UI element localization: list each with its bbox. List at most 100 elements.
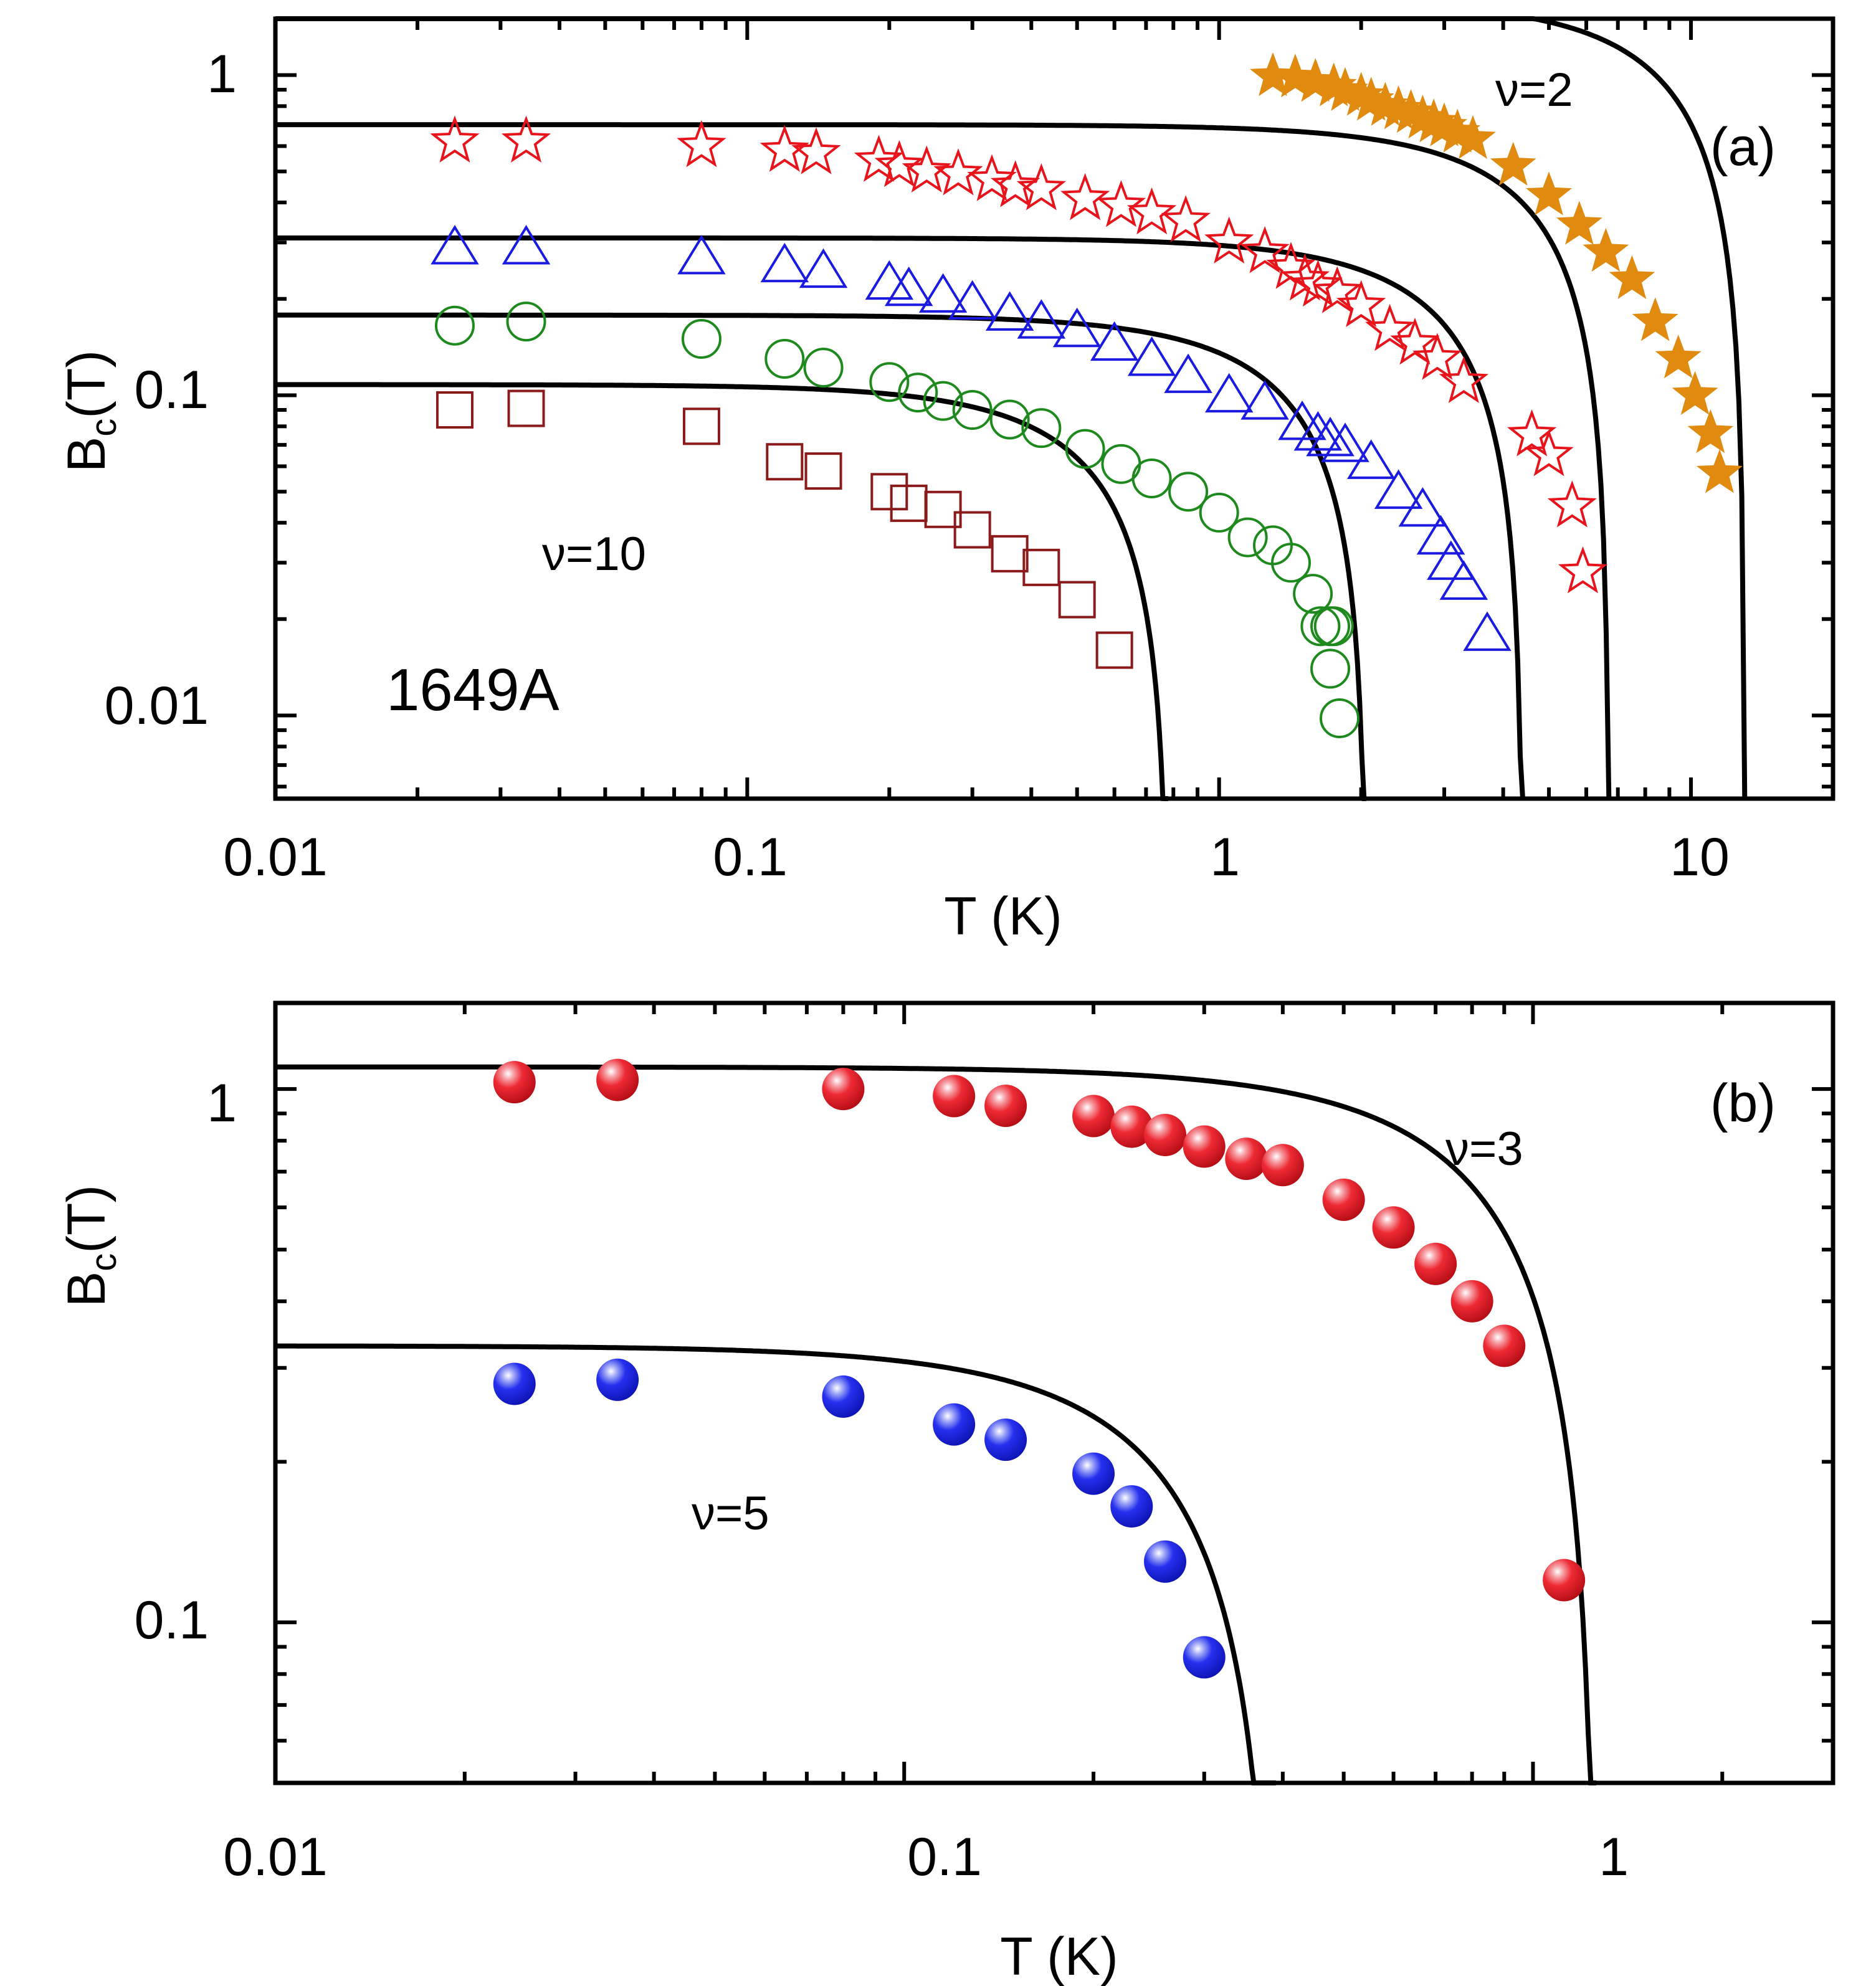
panel-b-label: (b): [1710, 1073, 1776, 1133]
panel-a-x-tick-3: 10: [1670, 827, 1730, 887]
panel-b-y-axis-label-sub: c: [83, 1253, 124, 1271]
panel-a-series-1-point-0: [430, 115, 480, 163]
panel-a-series-3-point-23: [1310, 649, 1351, 689]
panel-a-series-3-point-13: [1131, 458, 1172, 498]
panel-a-series-2-point-18: [1293, 411, 1343, 451]
panel-b-annotation-nu-top: ν=3: [1445, 1123, 1523, 1176]
panel-b-series-0-point-15: [1483, 1324, 1526, 1367]
panel-a-fit-curve-1: [275, 235, 1525, 799]
panel-a-series-3-point-1: [506, 302, 546, 342]
panel-a-series-3-point-24: [1320, 698, 1360, 739]
panel-b-annotation-nu-bottom: ν=5: [692, 1487, 769, 1540]
panel-a-series-1-point-21: [1312, 266, 1363, 313]
panel-a-series-3-point-0: [434, 305, 475, 346]
panel-a-series-1-point-2: [677, 120, 726, 168]
panel-a-series-3-point-19: [1293, 574, 1333, 614]
panel-b-series-1-point-7: [1144, 1540, 1187, 1583]
panel-b-series-0-point-5: [1072, 1095, 1115, 1138]
panel-a-series-4-point-7: [924, 490, 962, 528]
panel-b-y-axis-label-main: B: [57, 1271, 117, 1307]
panel-a-series-2-point-22: [1374, 469, 1423, 509]
panel-a-series-0-point-24: [1696, 449, 1743, 493]
panel-a-series-0-point-17: [1556, 201, 1602, 245]
panel-a-series-2-point-16: [1240, 380, 1289, 420]
panel-a-annotation-sample: 1649A: [386, 657, 559, 723]
panel-a-series-1-point-11: [1016, 163, 1067, 211]
panel-b-series-0-point-6: [1110, 1105, 1153, 1148]
panel-b-series-0-point-3: [933, 1075, 976, 1118]
panel-b-series-0-point-11: [1322, 1178, 1365, 1221]
panel-b-x-axis-label: T (K): [1000, 1927, 1118, 1986]
panel-a-series-4-point-6: [890, 484, 928, 522]
panel-a-series-1-point-23: [1364, 303, 1415, 351]
panel-b-series-0-point-9: [1225, 1138, 1268, 1181]
panel-b-series-1-point-5: [1072, 1452, 1115, 1495]
panel-a-series-2-point-10: [1017, 299, 1066, 339]
panel-b-series-1-point-4: [984, 1418, 1027, 1461]
panel-a-series-1-point-17: [1240, 226, 1290, 273]
panel-a-y-tick-0: 0.01: [105, 676, 209, 736]
panel-a-series-4-point-10: [1022, 548, 1060, 586]
panel-a-series-1-point-14: [1126, 187, 1177, 235]
panel-a-series-1-point-12: [1060, 173, 1110, 221]
panel-a-series-2-point-25: [1427, 540, 1475, 580]
panel-a-series-1-point-29: [1547, 480, 1597, 528]
panel-a-series-2-point-21: [1346, 439, 1396, 479]
panel-a-series-2-point-1: [502, 225, 551, 265]
panel-b-series-1-point-1: [596, 1358, 639, 1401]
panel-a-series-0-point-21: [1655, 335, 1702, 379]
panel-a-series-3-point-16: [1227, 517, 1268, 558]
panel-b-series-0-point-4: [984, 1085, 1027, 1128]
panel-a-series-4-point-11: [1058, 581, 1096, 619]
panel-b: 0.01 0.1 1 0.1 1 T (K) Bc(T) (b) ν=3 ν=5: [57, 1000, 1836, 1986]
panel-a-series-1-point-7: [902, 145, 951, 193]
panel-a-series-2-point-15: [1204, 373, 1254, 413]
panel-a-series-3-point-6: [898, 373, 938, 413]
panel-a-series-1-point-6: [874, 140, 925, 188]
panel-b-y-tick-1: 1: [207, 1073, 237, 1133]
panel-a-series-3-point-2: [681, 319, 721, 359]
panel-a-series-1-point-15: [1161, 195, 1211, 242]
panel-b-series-1-point-6: [1110, 1485, 1153, 1528]
panel-b-series-0-point-8: [1183, 1125, 1226, 1168]
panel-b-y-axis-label-tail: (T): [57, 1185, 117, 1253]
panel-a-series-4-point-9: [991, 535, 1029, 573]
panel-a-series-4-point-4: [804, 452, 842, 490]
panel-a-series-3-point-8: [952, 390, 993, 430]
panel-a-series-4-point-8: [953, 511, 991, 549]
panel-a-series-0-point-16: [1526, 171, 1573, 216]
panel-b-series-1-point-3: [933, 1403, 976, 1446]
panel-b-series-0-point-0: [493, 1061, 536, 1104]
panel-a-series-1-point-16: [1204, 216, 1254, 264]
panel-b-series-0-point-12: [1372, 1206, 1415, 1249]
panel-a-y-axis-label: Bc(T): [57, 350, 124, 472]
panel-b-series-0-point-1: [596, 1058, 639, 1101]
panel-a-series-4-point-12: [1095, 631, 1133, 669]
panel-b-ticks: [274, 1003, 1835, 1785]
panel-a-y-tick-1: 0.1: [134, 360, 209, 420]
panel-a-series-2-point-2: [677, 234, 726, 275]
panel-a-series-1-point-10: [990, 160, 1040, 207]
panel-a-series-2-point-3: [760, 242, 809, 283]
panel-b-series-0-point-7: [1144, 1113, 1187, 1156]
panel-b-series-1-point-0: [493, 1362, 536, 1405]
panel-b-series-0-point-2: [822, 1068, 865, 1111]
panel-b-fit-curve-0: [275, 1064, 1596, 1785]
panel-a-y-tick-2: 1: [207, 44, 237, 104]
panel-a-series-2-point-4: [799, 248, 848, 288]
panel-a-series-2-point-9: [985, 291, 1034, 331]
panel-a-series-3-point-11: [1065, 429, 1105, 469]
panel-b-series-1-point-2: [822, 1375, 865, 1418]
panel-a-series-2-point-20: [1321, 422, 1369, 462]
panel-a-x-tick-2: 1: [1210, 827, 1240, 887]
panel-a-label: (a): [1710, 117, 1776, 177]
panel-a-series-1-point-27: [1507, 409, 1557, 457]
panel-b-marks: [275, 1058, 1596, 1785]
panel-a-series-3-point-18: [1271, 543, 1312, 583]
panel-b-frame: [273, 1000, 1836, 1785]
panel-a-series-1-point-3: [759, 125, 809, 172]
panel-a-series-2-point-14: [1164, 353, 1212, 393]
panel-b-series-0-point-16: [1543, 1559, 1586, 1602]
panel-a-series-1-point-28: [1524, 429, 1574, 477]
